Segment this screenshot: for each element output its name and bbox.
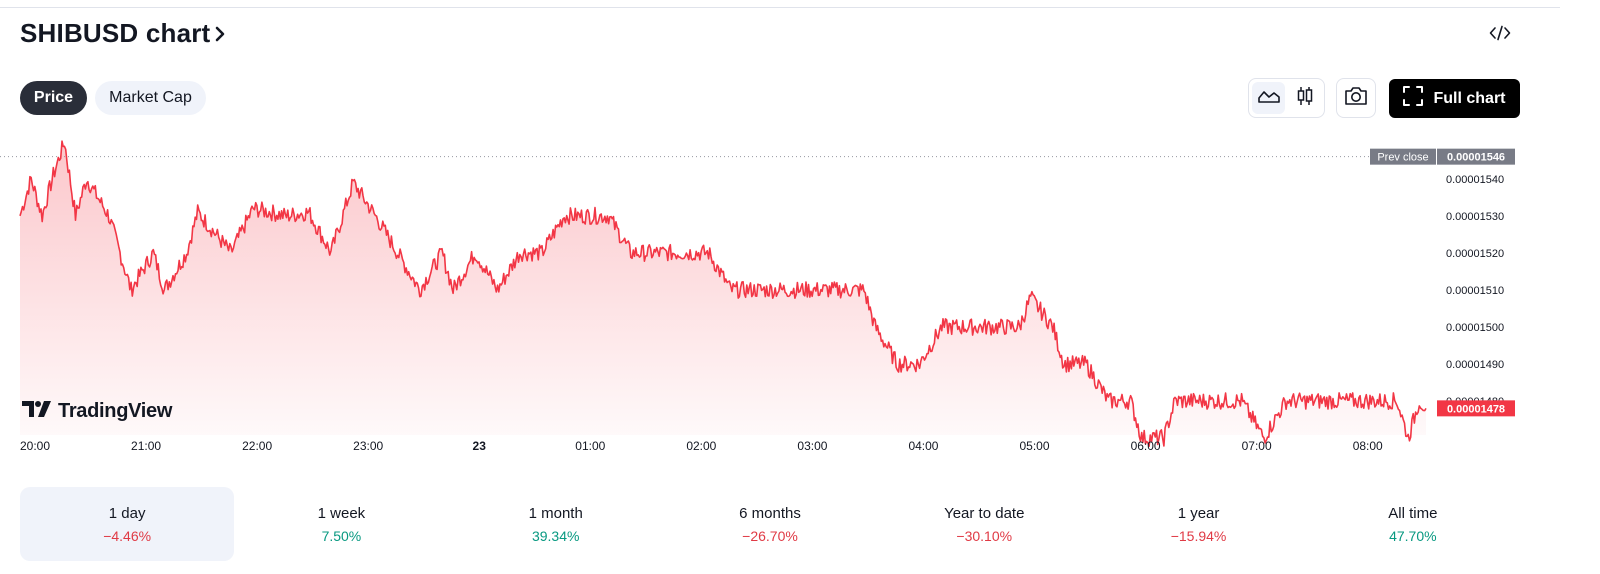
x-axis-label: 08:00 xyxy=(1353,439,1383,453)
period-change: −15.94% xyxy=(1170,527,1227,544)
tab-price[interactable]: Price xyxy=(20,81,87,115)
y-axis-label: 0.00001540 xyxy=(1446,174,1504,186)
x-axis-label: 22:00 xyxy=(242,439,272,453)
period-change: 47.70% xyxy=(1389,527,1437,544)
y-axis-label: 0.00001530 xyxy=(1446,211,1504,223)
symbol-title-link[interactable]: SHIBUSD chart xyxy=(20,18,230,49)
period-label: 6 months xyxy=(739,504,801,522)
area-style-button[interactable] xyxy=(1252,82,1285,114)
candle-style-button[interactable] xyxy=(1288,82,1321,114)
period-change: −26.70% xyxy=(742,527,798,544)
period-change: 39.34% xyxy=(531,527,580,544)
period-6-months[interactable]: 6 months −26.70% xyxy=(663,487,877,561)
period-1-week[interactable]: 1 week 7.50% xyxy=(234,487,448,561)
x-axis-label: 21:00 xyxy=(131,439,161,453)
x-axis-label: 04:00 xyxy=(908,439,938,453)
x-axis-label: 05:00 xyxy=(1020,439,1050,453)
tradingview-logo-icon xyxy=(22,400,52,423)
period-label: 1 day xyxy=(108,504,146,522)
price-chart[interactable]: 0.00001540 0.00001530 0.00001520 0.00001510… xyxy=(0,140,1560,460)
y-axis-label: 0.00001510 xyxy=(1446,285,1504,297)
last-price-value: 0.00001478 xyxy=(1447,403,1505,415)
period-label: 1 month xyxy=(528,504,583,522)
candlestick-icon xyxy=(1296,86,1314,111)
prev-close-badge xyxy=(1370,148,1436,165)
x-axis-label: 06:00 xyxy=(1131,439,1161,453)
full-chart-button[interactable]: Full chart xyxy=(1389,79,1520,118)
period-label: Year to date xyxy=(944,504,1025,522)
performance-periods: 1 day −4.46% 1 week 7.50% 1 month 39.34%… xyxy=(20,487,1520,561)
area-chart-icon xyxy=(1257,88,1280,109)
period-label: 1 week xyxy=(317,504,366,522)
period-change: 7.50% xyxy=(321,527,362,544)
tradingview-logo-text: TradingView xyxy=(58,400,173,422)
period-change: −30.10% xyxy=(956,527,1013,544)
y-axis-label: 0.00001520 xyxy=(1446,248,1504,260)
top-divider xyxy=(0,7,1560,8)
x-axis-label: 03:00 xyxy=(797,439,827,453)
fullscreen-icon xyxy=(1403,86,1424,111)
period-1-day[interactable]: 1 day −4.46% xyxy=(20,487,235,561)
period-1-year[interactable]: 1 year −15.94% xyxy=(1091,487,1305,561)
x-axis-label: 02:00 xyxy=(686,439,716,453)
camera-icon xyxy=(1344,86,1368,111)
full-chart-label: Full chart xyxy=(1433,89,1506,107)
chart-style-toggle xyxy=(1248,78,1325,118)
period-change: −4.46% xyxy=(103,527,152,544)
x-axis-label: 23:00 xyxy=(353,439,383,453)
prev-close-value: 0.00001546 xyxy=(1447,152,1505,164)
period-year-to-date[interactable]: Year to date −30.10% xyxy=(877,487,1091,561)
x-axis-label: 20:00 xyxy=(20,439,50,453)
prev-close-value-badge xyxy=(1437,148,1515,165)
code-embed-icon xyxy=(1489,25,1511,46)
y-axis-label: 0.00001490 xyxy=(1446,359,1504,371)
snapshot-button[interactable] xyxy=(1336,78,1376,118)
x-axis-label: 01:00 xyxy=(575,439,605,453)
y-axis-label: 0.00001500 xyxy=(1446,322,1504,334)
period-label: All time xyxy=(1388,504,1438,522)
x-axis-label: 07:00 xyxy=(1242,439,1272,453)
x-axis-label: 23 xyxy=(473,439,487,453)
page-title: SHIBUSD chart xyxy=(20,18,211,48)
tradingview-logo[interactable]: TradingView xyxy=(22,400,172,423)
prev-close-label: Prev close xyxy=(1377,152,1428,164)
price-area-fill xyxy=(20,141,1426,447)
period-label: 1 year xyxy=(1177,504,1220,522)
chevron-right-icon xyxy=(214,21,230,47)
embed-code-button[interactable] xyxy=(1484,22,1516,48)
period-all-time[interactable]: All time 47.70% xyxy=(1306,487,1520,561)
tab-market-cap[interactable]: Market Cap xyxy=(95,81,206,115)
last-price-badge xyxy=(1437,400,1515,417)
price-chart-svg: 0.00001540 0.00001530 0.00001520 0.00001510… xyxy=(0,140,1515,453)
price-line xyxy=(19,140,1427,447)
period-1-month[interactable]: 1 month 39.34% xyxy=(449,487,663,561)
